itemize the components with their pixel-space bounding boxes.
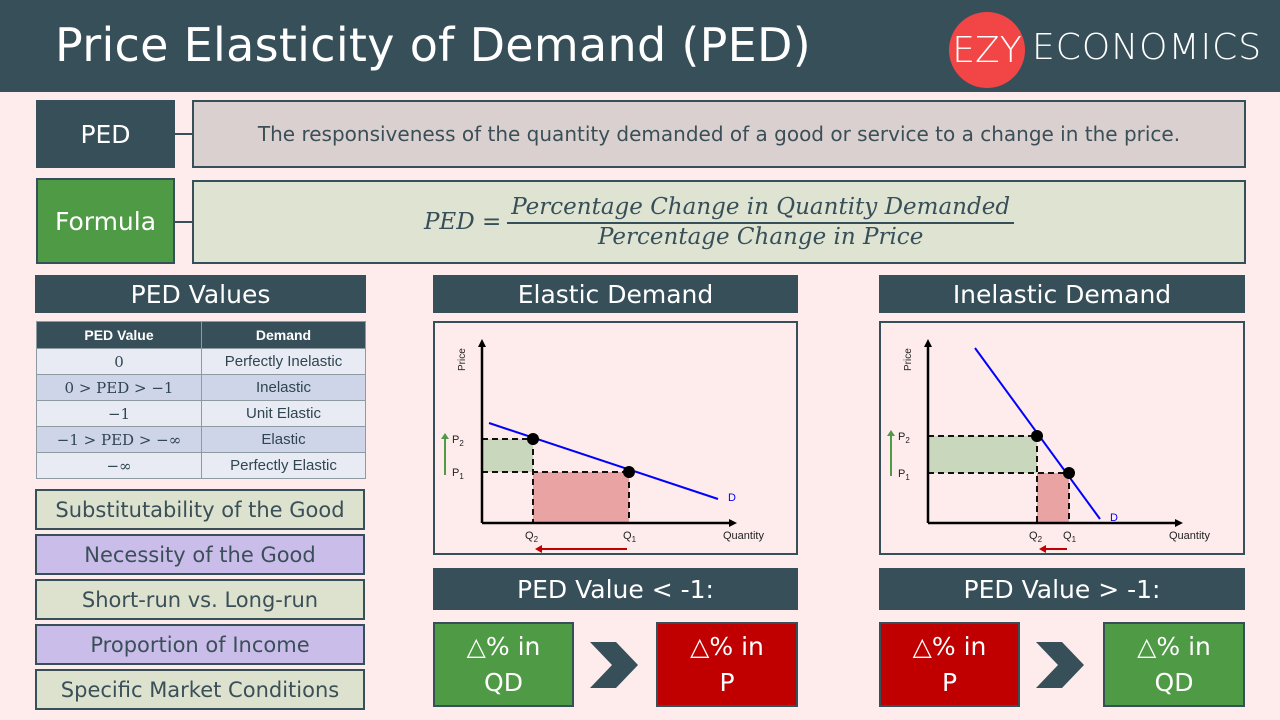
elastic-p-change-box: △% in P [656, 622, 798, 707]
q1-label: Q1 [1063, 530, 1077, 544]
cell: Perfectly Inelastic [201, 348, 366, 375]
quantity-decrease-arrowhead-icon [535, 545, 542, 553]
inelastic-rule: PED Value > -1: [879, 568, 1245, 610]
demand-curve [488, 422, 719, 500]
box-line: △% in [1137, 631, 1211, 661]
quantity-decrease-arrowhead-icon [1039, 545, 1046, 553]
elastic-rule: PED Value < -1: [433, 568, 798, 610]
x-axis-label: Quantity [1169, 530, 1210, 542]
point-2 [527, 433, 539, 445]
col-header: Demand [201, 321, 366, 349]
cell: Inelastic [201, 374, 366, 401]
revenue-loss-area [533, 472, 629, 523]
header-bar [0, 0, 1280, 92]
ped-values-title: PED Values [35, 275, 366, 313]
elastic-demand-diagram: D Price Quantity P2 P1 Q2 Q1 [433, 321, 798, 555]
logo-text: ECONOMICS [1032, 27, 1263, 68]
cell: Unit Elastic [201, 400, 366, 427]
price-increase-arrowhead-icon [887, 430, 895, 436]
table-row: −1 Unit Elastic [36, 400, 366, 427]
inelastic-qd-change-box: △% in QD [1103, 622, 1245, 707]
x-axis-arrow-icon [729, 519, 737, 527]
elastic-diagram-svg: D Price Quantity P2 P1 Q2 Q1 [441, 339, 764, 553]
box-line: △% in [912, 631, 987, 661]
connector [175, 133, 193, 135]
formula-numerator: Percentage Change in Quantity Demanded [507, 194, 1015, 224]
box-line: P [941, 667, 958, 697]
factor-substitutability: Substitutability of the Good [35, 489, 365, 530]
q2-label: Q2 [1029, 530, 1043, 544]
elastic-title: Elastic Demand [433, 275, 798, 313]
cell: Perfectly Elastic [201, 452, 366, 479]
factor-proportion-income: Proportion of Income [35, 624, 365, 665]
cell: −1 [36, 400, 202, 427]
revenue-gain-area [928, 436, 1037, 473]
x-axis-label: Quantity [723, 530, 764, 542]
box-line: P [719, 667, 735, 697]
inelastic-p-change-box: △% in P [879, 622, 1020, 707]
inelastic-demand-diagram: D Price Quantity P2 P1 Q2 Q1 [879, 321, 1245, 555]
y-axis-arrow-icon [478, 339, 486, 347]
box-line: QD [484, 667, 523, 697]
point-2 [1031, 430, 1043, 442]
logo: EZY [949, 12, 1025, 88]
factor-market-conditions: Specific Market Conditions [35, 669, 365, 710]
col-header: PED Value [36, 321, 202, 349]
chevron-right-icon [590, 642, 638, 688]
formula-lhs: PED = [423, 209, 502, 235]
point-1 [1063, 467, 1075, 479]
inelastic-diagram-svg: D Price Quantity P2 P1 Q2 Q1 [887, 339, 1210, 553]
formula-label: Formula [36, 178, 175, 264]
elastic-qd-change-box: △% in QD [433, 622, 574, 707]
connector [175, 221, 193, 223]
formula-denominator: Percentage Change in Price [597, 224, 924, 250]
cell: 0 > PED > −1 [36, 374, 202, 401]
table-row: 0 Perfectly Inelastic [36, 348, 366, 375]
x-axis-arrow-icon [1175, 519, 1183, 527]
p2-label: P2 [452, 434, 464, 448]
p1-label: P1 [452, 467, 464, 481]
box-line: QD [1154, 667, 1194, 697]
box-line: △% in [690, 631, 764, 661]
table-header: PED Value Demand [36, 321, 366, 349]
table-row: −∞ Perfectly Elastic [36, 452, 366, 479]
formula-fraction: Percentage Change in Quantity Demanded P… [507, 194, 1015, 250]
cell: 0 [36, 348, 202, 375]
price-increase-arrowhead-icon [441, 433, 449, 439]
table-row: −1 > PED > −∞ Elastic [36, 426, 366, 453]
demand-curve-label: D [728, 492, 736, 504]
ped-label: PED [36, 100, 175, 168]
ped-values-table: PED Value Demand 0 Perfectly Inelastic 0 >… [36, 321, 366, 479]
y-axis-label: Price [903, 348, 914, 371]
formula-box: PED = Percentage Change in Quantity Dema… [192, 180, 1246, 264]
revenue-loss-area [1037, 473, 1069, 523]
ped-definition: The responsiveness of the quantity deman… [192, 100, 1246, 168]
q1-label: Q1 [623, 530, 637, 544]
p2-label: P2 [898, 431, 910, 445]
factor-time-period: Short-run vs. Long-run [35, 579, 365, 620]
y-axis-label: Price [457, 348, 468, 371]
demand-curve-label: D [1110, 512, 1118, 524]
cell: −∞ [36, 452, 202, 479]
page-title: Price Elasticity of Demand (PED) [55, 18, 811, 72]
chevron-right-icon [1036, 642, 1084, 688]
revenue-gain-area [482, 439, 533, 472]
cell: −1 > PED > −∞ [36, 426, 202, 453]
factor-necessity: Necessity of the Good [35, 534, 365, 575]
y-axis-arrow-icon [924, 339, 932, 347]
p1-label: P1 [898, 468, 910, 482]
q2-label: Q2 [525, 530, 539, 544]
box-line: △% in [466, 631, 541, 661]
point-1 [623, 466, 635, 478]
table-row: 0 > PED > −1 Inelastic [36, 374, 366, 401]
cell: Elastic [201, 426, 366, 453]
inelastic-title: Inelastic Demand [879, 275, 1245, 313]
